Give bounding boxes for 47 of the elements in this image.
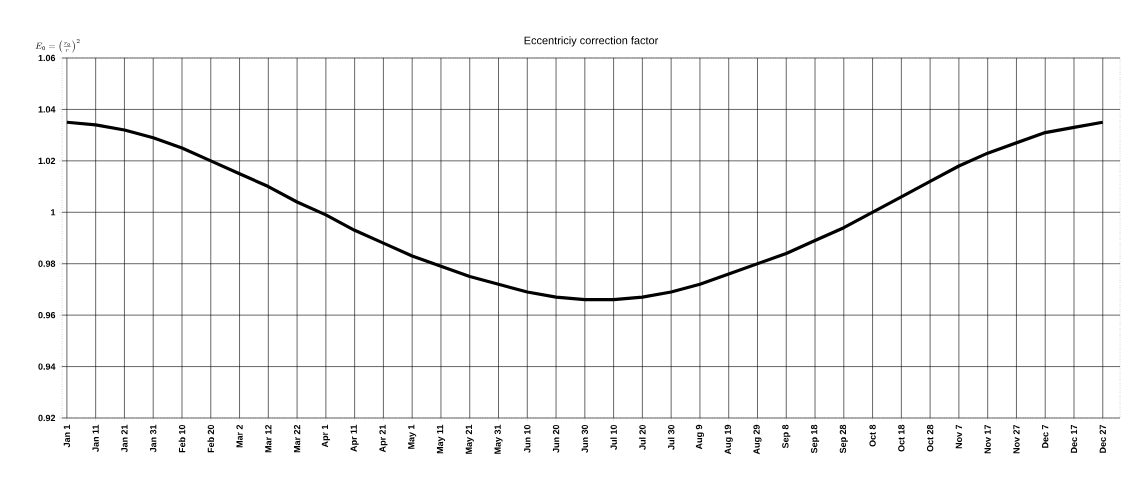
x-tick-label: Jun 20 [552,424,560,453]
x-tick-label: Aug 29 [753,424,762,455]
x-tick-label: Jul 20 [639,424,646,450]
x-tick-label: Sep 18 [810,424,820,454]
x-tick-label: Apr 1 [321,424,330,448]
x-tick-label: May 11 [436,424,445,454]
x-tick-label: Jul 10 [610,424,617,450]
x-tick-label: Jan 1 [63,424,71,448]
y-tick-label: 0.92 [38,414,56,422]
chart-title: Eccentriciy correction factor [524,36,659,47]
x-tick-label: May 31 [494,424,503,454]
x-tick-label: Jul 30 [667,424,675,450]
x-tick-label: Apr 21 [379,424,388,453]
x-tick-label: Mar 22 [293,424,301,453]
y-tick-label: 0.98 [38,260,56,267]
x-tick-label: Nov 27 [1013,424,1020,454]
x-tick-label: Nov 17 [984,424,991,454]
y-tick-label: 0.94 [38,363,56,370]
x-tick-label: Aug 9 [695,424,705,450]
y-axis-title: $E_{\mathrm{o}}=\left(\frac{r_{\mathrm{o}}}{r}\right)^{2}$ [35,39,80,53]
x-tick-label: Feb 20 [207,424,215,453]
x-tick-label: Jun 30 [581,424,588,453]
x-tick-label: Aug 19 [724,424,733,455]
x-tick-label: Dec 7 [1042,424,1049,448]
x-tick-label: Jan 11 [92,424,99,452]
x-tick-label: Feb 10 [178,424,186,453]
x-tick-label: May 21 [465,424,474,454]
x-tick-label: Nov 7 [955,424,963,449]
x-tick-label: Dec 27 [1099,424,1106,453]
x-tick-label: Apr 11 [350,424,359,452]
y-tick-label: 1.02 [38,157,56,165]
x-tick-label: Jan 21 [121,424,128,453]
y-tick-label: 0.96 [38,311,56,319]
x-tick-label: Oct 18 [898,424,905,452]
x-tick-label: Oct 8 [869,424,876,447]
x-tick-label: Mar 2 [236,424,243,448]
y-tick-label: 1.06 [38,54,56,62]
x-tick-label: Jun 10 [524,424,531,453]
x-tick-label: Mar 12 [265,424,272,453]
x-tick-label: Sep 8 [782,424,791,449]
x-tick-label: May 1 [408,424,417,449]
y-tick-label: 1.04 [38,106,56,113]
y-tick-label: 1 [51,209,56,216]
x-tick-label: Sep 28 [839,424,848,454]
x-tick-label: Oct 28 [926,424,934,452]
x-tick-label: Dec 17 [1070,424,1078,453]
x-tick-label: Jan 31 [150,424,157,453]
